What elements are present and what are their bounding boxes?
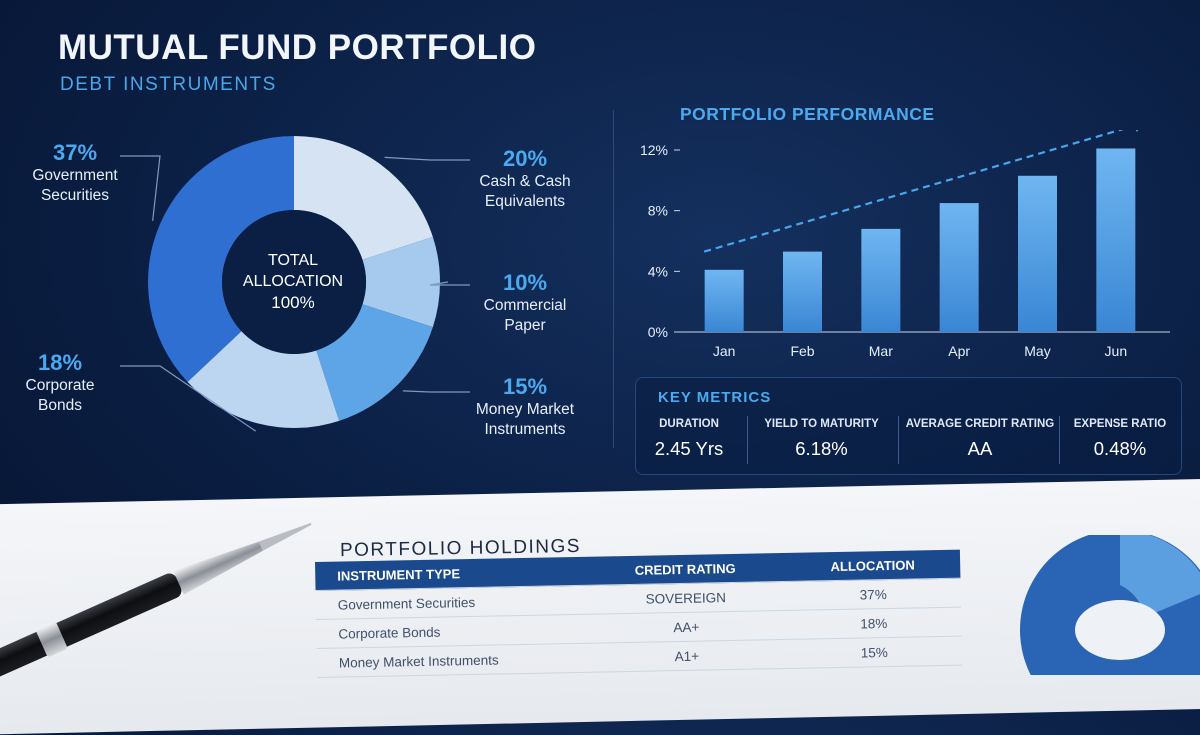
bar — [783, 251, 822, 332]
leader-line — [402, 390, 470, 393]
y-tick-label: 12% — [640, 142, 668, 158]
donut-label-name: Cash & Cash Equivalents — [479, 173, 571, 210]
bar — [1096, 148, 1136, 332]
trend-arrowhead-icon — [1135, 130, 1139, 132]
metric-divider — [898, 416, 899, 464]
metric-value: 0.48% — [1093, 438, 1147, 459]
donut-slice — [148, 136, 294, 382]
page-title: MUTUAL FUND PORTFOLIO — [58, 28, 537, 67]
leader-line — [120, 365, 257, 432]
donut-label-pct: 15% — [502, 374, 548, 399]
donut-hole — [222, 210, 366, 354]
cell-rating: AA+ — [673, 619, 700, 635]
y-tick-label: 4% — [648, 263, 668, 279]
center-value: 100% — [271, 293, 315, 312]
donut-slice — [316, 304, 433, 421]
x-tick-label: Mar — [869, 343, 893, 359]
y-tick-label: 8% — [648, 203, 668, 219]
bar — [939, 203, 979, 332]
metric-expense-ratio: EXPENSE RATIO 0.48% — [1061, 418, 1179, 466]
donut-label-pct: 10% — [502, 270, 548, 295]
trend-arrow-line — [703, 130, 1124, 253]
holdings-table: INSTRUMENT TYPE CREDIT RATING ALLOCATION… — [315, 549, 963, 678]
leader-line — [384, 156, 470, 161]
metric-label: EXPENSE RATIO — [1073, 418, 1167, 430]
cell-allocation: 37% — [859, 586, 887, 603]
cell-allocation: 15% — [860, 644, 888, 661]
x-tick-label: May — [1024, 343, 1050, 359]
donut-label-corporate: 18% Corporate Bonds — [10, 350, 110, 416]
donut-center-label: TOTAL ALLOCATION 100% — [213, 250, 373, 313]
donut-label-name: Money Market Instruments — [475, 401, 575, 438]
page-subtitle: DEBT INSTRUMENTS — [60, 74, 277, 95]
donut-label-commercial: 10% Commercial Paper — [470, 270, 580, 336]
section-divider — [613, 110, 614, 448]
cell-rating: SOVEREIGN — [645, 589, 727, 607]
x-tick-label: Apr — [948, 343, 970, 359]
header-credit-rating: CREDIT RATING — [634, 560, 736, 578]
center-line-1: TOTAL — [267, 252, 319, 269]
bar — [861, 228, 901, 332]
cell-instrument: Money Market Instruments — [338, 651, 499, 671]
donut-label-pct: 37% — [52, 140, 98, 165]
allocation-donut-chart — [120, 136, 470, 432]
donut-label-name: Commercial Paper — [483, 297, 567, 334]
pen-icon — [0, 522, 312, 690]
donut-label-pct: 20% — [502, 146, 548, 171]
metric-value: 6.18% — [795, 438, 848, 459]
donut-label-money-market: 15% Money Market Instruments — [455, 374, 595, 440]
donut-label-cash: 20% Cash & Cash Equivalents — [470, 146, 580, 212]
leader-line — [120, 155, 161, 221]
cell-instrument: Government Securities — [337, 594, 476, 613]
key-metrics-panel: KEY METRICS DURATION 2.45 Yrs YIELD TO M… — [635, 377, 1182, 475]
donut-label-name: Government Securities — [32, 167, 118, 204]
key-metrics-title: KEY METRICS — [658, 389, 772, 406]
donut-slice — [187, 331, 340, 428]
bar — [1018, 175, 1057, 332]
metric-value: AA — [967, 438, 993, 459]
metric-divider — [747, 416, 748, 464]
header-allocation: ALLOCATION — [830, 556, 915, 574]
x-tick-label: Jan — [713, 343, 736, 359]
y-tick-label: 0% — [648, 324, 668, 340]
center-line-2: ALLOCATION — [242, 273, 344, 290]
metric-ytm: YIELD TO MATURITY 6.18% — [749, 418, 894, 466]
leader-line — [429, 281, 470, 286]
donut-label-pct: 18% — [37, 350, 83, 375]
cell-instrument: Corporate Bonds — [338, 624, 441, 642]
performance-title: PORTFOLIO PERFORMANCE — [680, 104, 935, 124]
x-tick-label: Feb — [790, 343, 814, 359]
metric-label: YIELD TO MATURITY — [764, 418, 879, 430]
donut-slice — [362, 236, 440, 328]
metric-credit-rating: AVERAGE CREDIT RATING AA — [900, 418, 1060, 466]
cell-rating: A1+ — [674, 648, 700, 664]
donut-slice — [294, 136, 433, 260]
performance-bar-chart: 0% 4% 8% 12% Jan Feb Mar Apr May Jun — [640, 130, 1170, 359]
cell-allocation: 18% — [860, 615, 888, 632]
donut-label-name: Corporate Bonds — [25, 377, 95, 414]
metric-duration: DURATION 2.45 Yrs — [648, 418, 730, 466]
metric-label: DURATION — [659, 418, 719, 430]
header-instrument-type: INSTRUMENT TYPE — [337, 565, 461, 584]
donut-label-government: 37% Government Securities — [20, 140, 130, 206]
metric-label: AVERAGE CREDIT RATING — [905, 418, 1055, 430]
metric-value: 2.45 Yrs — [654, 438, 724, 459]
bar — [704, 269, 744, 332]
printed-donut-chart — [1020, 535, 1200, 675]
x-tick-label: Jun — [1105, 343, 1128, 359]
metric-divider — [1059, 416, 1060, 464]
